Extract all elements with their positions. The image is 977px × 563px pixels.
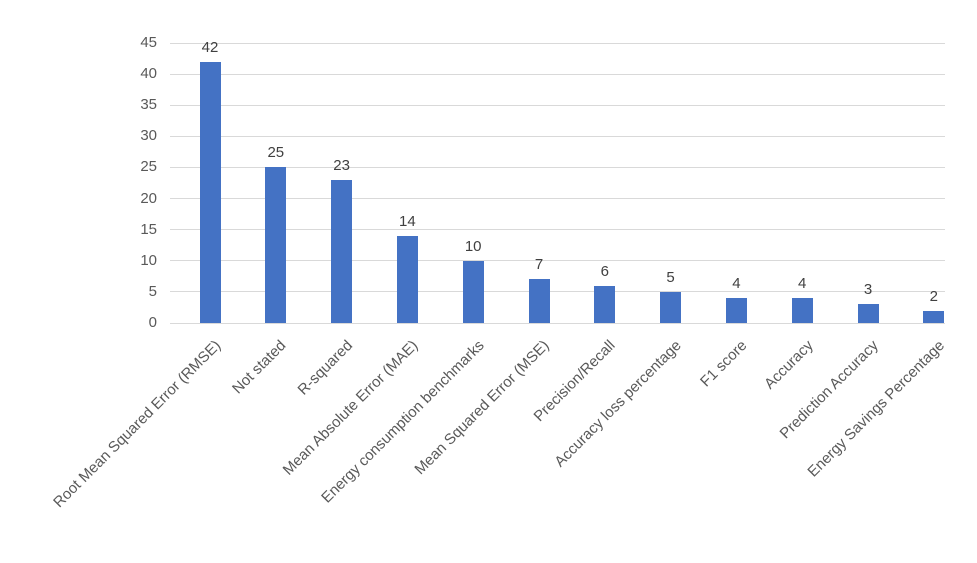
- category-axis-label-text: Energy Savings Percentage: [804, 337, 948, 481]
- gridline: [170, 166, 945, 168]
- category-axis-label-text: Mean Squared Error (MSE): [411, 337, 554, 479]
- bar-value-label: 3: [863, 281, 873, 299]
- bar: [199, 61, 221, 323]
- bar-value-label: 5: [666, 268, 675, 286]
- y-axis-tick-label: 5: [148, 282, 157, 300]
- bar: [396, 235, 418, 323]
- gridline: [170, 291, 945, 293]
- bar-value-label: 7: [534, 256, 544, 274]
- bar-value-label: 4: [798, 275, 807, 293]
- bar: [528, 279, 550, 323]
- y-axis-tick-label: 30: [140, 127, 157, 145]
- category-axis-label-text: Root Mean Squared Error (RMSE): [49, 337, 225, 512]
- category-axis-label-text: R-squared: [294, 337, 356, 399]
- bar-value-label: 14: [399, 212, 416, 230]
- plot-area: 42 25 23 14 10 7 6 5 4 4 3 2: [170, 38, 945, 324]
- category-axis-label-text: Not stated: [229, 337, 290, 398]
- bar-value-label: 6: [600, 262, 609, 280]
- bar: [791, 298, 813, 323]
- y-axis-tick-label: 20: [140, 189, 157, 207]
- bar-value-label: 4: [732, 275, 741, 293]
- bar: [923, 310, 945, 323]
- gridline: [170, 104, 945, 106]
- category-axis-label-text: Accuracy loss percentage: [551, 337, 685, 471]
- y-axis-tick-label: 35: [140, 96, 157, 114]
- gridline: [170, 260, 945, 262]
- category-axis-label-text: F1 score: [697, 337, 751, 391]
- bar-value-label: 42: [201, 38, 219, 56]
- y-axis-tick-label: 15: [140, 220, 157, 238]
- y-axis-tick-label: 45: [140, 34, 157, 51]
- gridline: [170, 198, 945, 200]
- bar: [857, 304, 879, 323]
- bar: [725, 298, 747, 323]
- gridline: [170, 73, 945, 75]
- gridline: [170, 42, 945, 44]
- bar-value-label: 25: [267, 144, 285, 162]
- y-axis-tick-label: 40: [140, 65, 157, 83]
- y-axis-tick-label: 10: [140, 251, 157, 269]
- bar: [660, 291, 682, 323]
- bar: [331, 179, 353, 323]
- category-axis-label-text: Mean Absolute Error (MAE): [279, 337, 422, 479]
- y-axis-tick-label: 25: [140, 158, 157, 176]
- bar: [265, 167, 287, 323]
- bar: [462, 260, 484, 323]
- gridline: [170, 229, 945, 231]
- y-axis-tick-label: 0: [148, 314, 157, 331]
- category-axis-label-text: Accuracy: [760, 337, 817, 393]
- bar: [594, 285, 616, 323]
- bar-value-label: 2: [929, 287, 938, 305]
- gridline: [170, 322, 945, 324]
- gridline: [170, 135, 945, 137]
- bar-value-label: 23: [333, 156, 350, 174]
- bar-value-label: 10: [464, 237, 482, 255]
